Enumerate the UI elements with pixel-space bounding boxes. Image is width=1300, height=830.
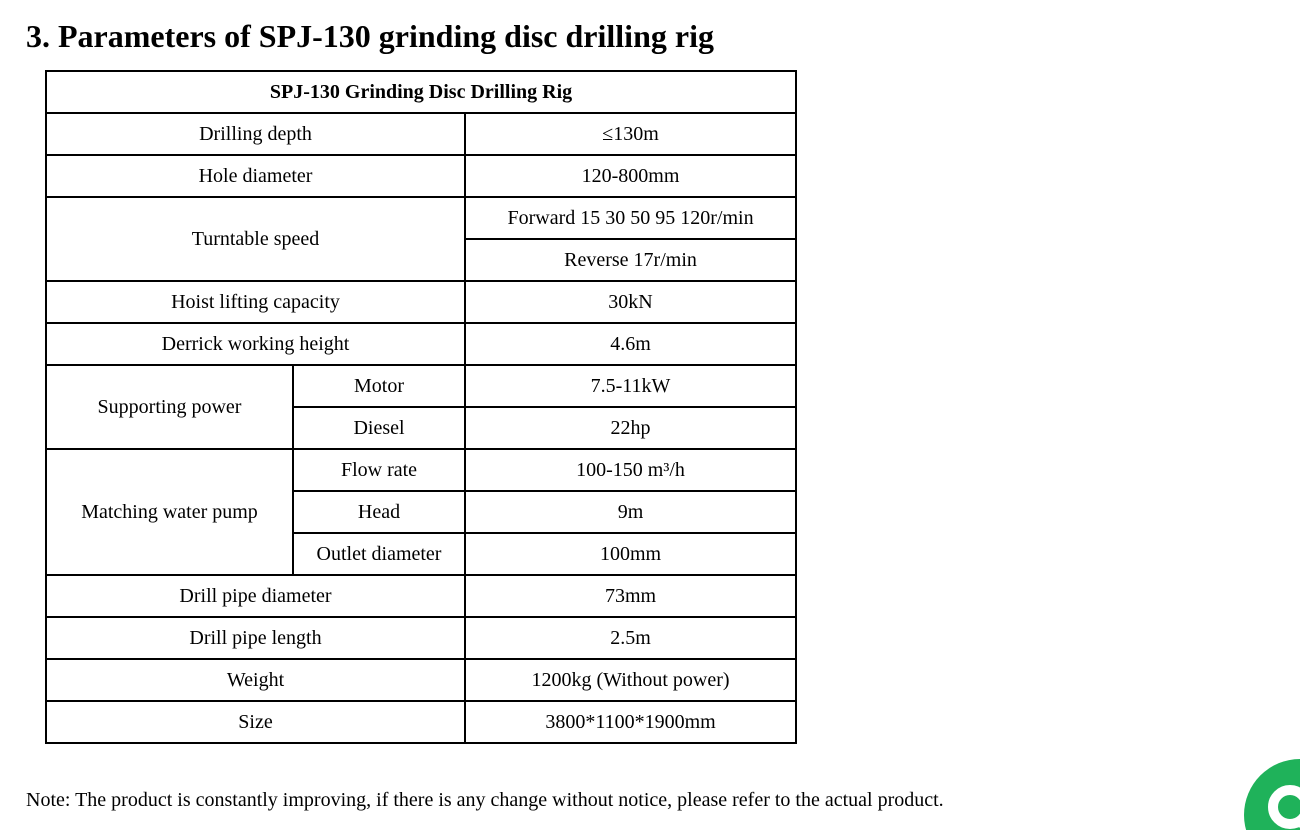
- param-label: Drilling depth: [45, 112, 466, 156]
- param-sublabel: Motor: [292, 364, 466, 408]
- param-value: 4.6m: [463, 322, 798, 366]
- param-value: 22hp: [463, 406, 798, 450]
- table-row: Head 9m: [46, 490, 798, 534]
- param-value: ≤130m: [463, 112, 798, 156]
- table-row: Hoist lifting capacity 30kN: [45, 280, 798, 324]
- param-label: Drill pipe length: [45, 616, 466, 660]
- param-label: Derrick working height: [45, 322, 466, 366]
- table-row: Derrick working height 4.6m: [45, 322, 798, 366]
- param-value: 100mm: [463, 532, 798, 576]
- param-value: Reverse 17r/min: [463, 238, 798, 282]
- table-row: Drilling depth ≤130m: [45, 112, 798, 156]
- table-row: Weight 1200kg (Without power): [45, 658, 798, 702]
- param-value: 3800*1100*1900mm: [463, 700, 798, 744]
- product-note: Note: The product is constantly improvin…: [26, 789, 944, 811]
- chat-icon: [1268, 785, 1300, 829]
- param-value: 30kN: [463, 280, 798, 324]
- table-row: Hole diameter 120-800mm: [45, 154, 798, 198]
- param-label: Weight: [45, 658, 466, 702]
- param-label: Drill pipe diameter: [45, 574, 466, 618]
- param-sublabel: Outlet diameter: [292, 532, 466, 576]
- param-sublabel: Flow rate: [292, 448, 466, 492]
- table-row: Supporting power Motor 7.5-11kW: [45, 364, 798, 450]
- param-label: Hole diameter: [45, 154, 466, 198]
- param-group-label: Supporting power: [45, 364, 294, 450]
- table-row: SPJ-130 Grinding Disc Drilling Rig: [44, 70, 798, 114]
- table-row: Diesel 22hp: [46, 406, 798, 450]
- section-heading: 3. Parameters of SPJ-130 grinding disc d…: [26, 18, 714, 54]
- param-label: Size: [45, 700, 466, 744]
- table-row: Reverse 17r/min: [46, 238, 798, 282]
- param-group-label: Matching water pump: [45, 448, 294, 576]
- param-value: 2.5m: [463, 616, 798, 660]
- param-value: 73mm: [463, 574, 798, 618]
- param-value: Forward 15 30 50 95 120r/min: [463, 196, 798, 240]
- table-row: Size 3800*1100*1900mm: [45, 700, 798, 744]
- chat-widget-button[interactable]: [1244, 759, 1300, 830]
- param-label: Turntable speed: [45, 196, 466, 282]
- table-row: Drill pipe diameter 73mm: [45, 574, 798, 618]
- param-value: 1200kg (Without power): [463, 658, 798, 702]
- param-label: Hoist lifting capacity: [45, 280, 466, 324]
- param-value: 9m: [463, 490, 798, 534]
- param-value: 7.5-11kW: [463, 364, 798, 408]
- table-row: Turntable speed Forward 15 30 50 95 120r…: [45, 196, 798, 282]
- table-row: Drill pipe length 2.5m: [45, 616, 798, 660]
- table-title: SPJ-130 Grinding Disc Drilling Rig: [44, 70, 798, 114]
- parameters-table: SPJ-130 Grinding Disc Drilling Rig Drill…: [44, 70, 798, 744]
- param-sublabel: Diesel: [292, 406, 466, 450]
- table-row: Matching water pump Flow rate 100-150 m³…: [45, 448, 798, 576]
- param-sublabel: Head: [292, 490, 466, 534]
- param-value: 100-150 m³/h: [463, 448, 798, 492]
- param-value: 120-800mm: [463, 154, 798, 198]
- table-row: Outlet diameter 100mm: [46, 532, 798, 576]
